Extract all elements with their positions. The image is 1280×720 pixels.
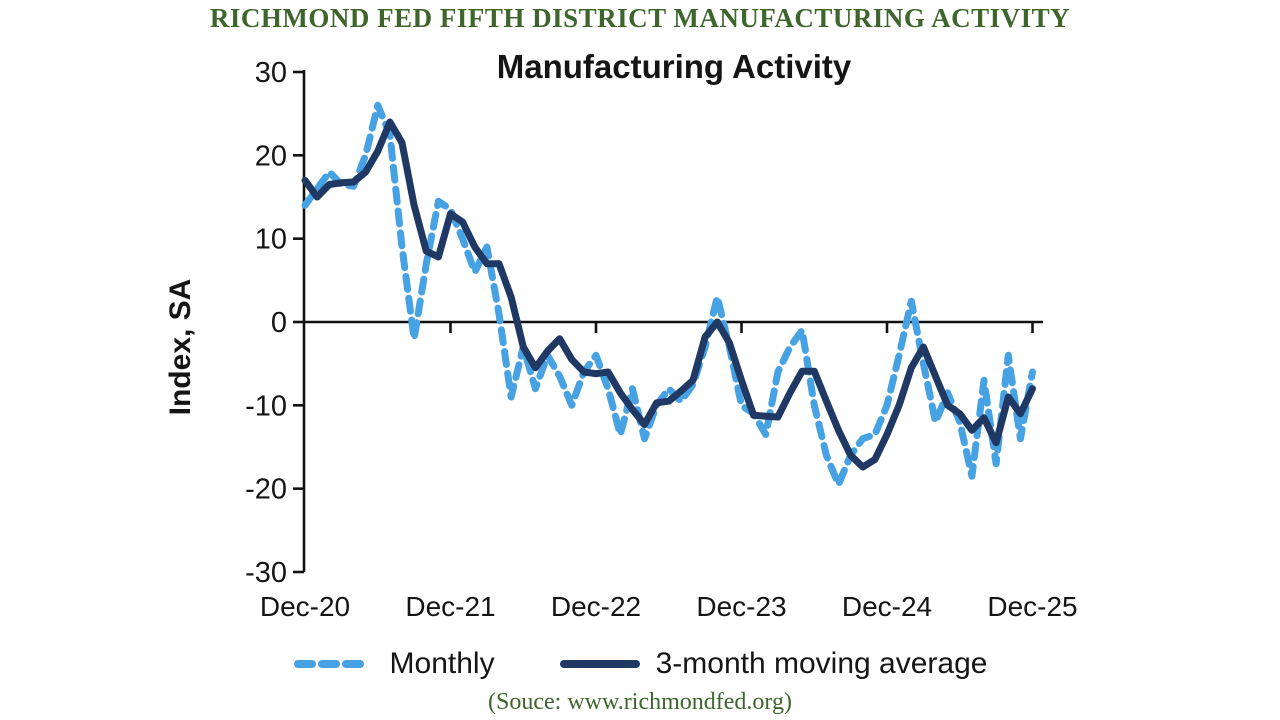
y-tick-label: -20	[245, 474, 287, 506]
x-tick-label: Dec-25	[987, 591, 1077, 622]
x-tick-label: Dec-21	[405, 591, 495, 622]
source-note: (Souce: www.richmondfed.org)	[488, 689, 792, 715]
page-title: RICHMOND FED FIFTH DISTRICT MANUFACTURIN…	[209, 3, 1071, 33]
legend-item-monthly: Monthly	[293, 647, 495, 681]
y-tick-label: -30	[245, 557, 287, 589]
x-tick-label: Dec-22	[551, 591, 641, 622]
legend-item-moving-average: 3-month moving average	[559, 647, 988, 681]
y-tick-label: 10	[255, 224, 287, 256]
legend-label-moving-average: 3-month moving average	[655, 647, 988, 680]
monthly-series-line	[301, 101, 1036, 488]
y-tick-label: -10	[245, 390, 287, 422]
y-tick-label: 20	[255, 140, 287, 172]
x-tick-label: Dec-20	[260, 591, 350, 622]
dashed-line-icon	[293, 660, 374, 668]
x-tick-label: Dec-24	[842, 591, 932, 622]
legend-label-monthly: Monthly	[389, 647, 495, 680]
y-tick-label: 0	[271, 307, 287, 339]
chart-legend: Monthly 3-month moving average	[0, 647, 1280, 681]
x-tick-label: Dec-23	[696, 591, 786, 622]
moving-average-series-line	[301, 118, 1036, 471]
y-tick-label: 30	[255, 57, 287, 89]
chart-title: Manufacturing Activity	[496, 48, 852, 85]
solid-line-icon	[559, 660, 640, 668]
